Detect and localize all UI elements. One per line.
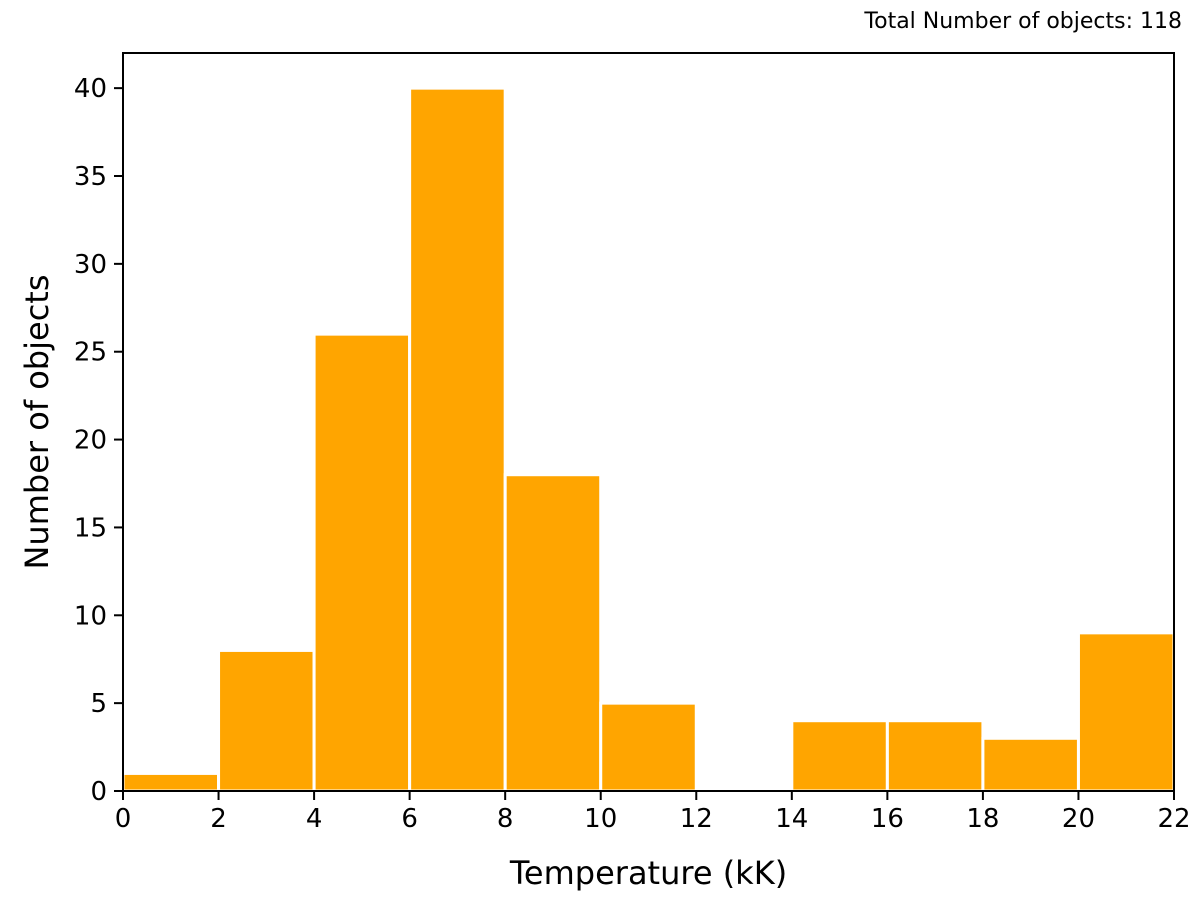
x-axis-label: Temperature (kK) (509, 854, 787, 892)
y-tick-label: 5 (90, 689, 107, 719)
histogram-bar-1 (217, 648, 316, 793)
total-objects-annotation: Total Number of objects: 118 (863, 9, 1182, 34)
x-tick-label: 2 (210, 804, 227, 834)
histogram-bar-5 (599, 701, 698, 793)
x-tick-label: 20 (1062, 804, 1095, 834)
y-tick-label: 25 (74, 338, 107, 368)
x-tick-label: 4 (306, 804, 323, 834)
x-axis-ticks: 0 2 4 6 8 10 12 14 16 18 20 22 (115, 791, 1191, 834)
y-tick-label: 0 (90, 777, 107, 807)
histogram-bar-7 (790, 719, 889, 793)
y-tick-label: 20 (74, 426, 107, 456)
histogram-bar-2 (312, 332, 412, 793)
y-axis-label: Number of objects (18, 274, 56, 569)
y-tick-label: 40 (74, 74, 107, 104)
histogram-bar-3 (408, 86, 507, 793)
histogram-bar-8 (885, 719, 985, 793)
x-tick-label: 8 (497, 804, 514, 834)
x-tick-label: 12 (680, 804, 713, 834)
histogram-bar-0 (121, 771, 221, 793)
x-tick-label: 14 (775, 804, 808, 834)
plot-frame (122, 52, 1175, 792)
x-tick-label: 18 (966, 804, 999, 834)
x-tick-label: 10 (584, 804, 617, 834)
bars-group (121, 86, 1176, 793)
x-tick-label: 6 (401, 804, 418, 834)
y-tick-label: 15 (74, 513, 107, 543)
y-tick-label: 30 (74, 250, 107, 280)
x-tick-label: 22 (1157, 804, 1190, 834)
y-axis-ticks: 0 5 10 15 20 25 30 35 40 (74, 74, 123, 807)
y-tick-label: 10 (74, 601, 107, 631)
y-tick-label: 35 (74, 162, 107, 192)
histogram-bar-4 (503, 473, 603, 793)
x-tick-label: 0 (115, 804, 132, 834)
histogram-bar-9 (981, 736, 1080, 793)
x-tick-label: 16 (871, 804, 904, 834)
histogram-bar-10 (1076, 631, 1176, 793)
